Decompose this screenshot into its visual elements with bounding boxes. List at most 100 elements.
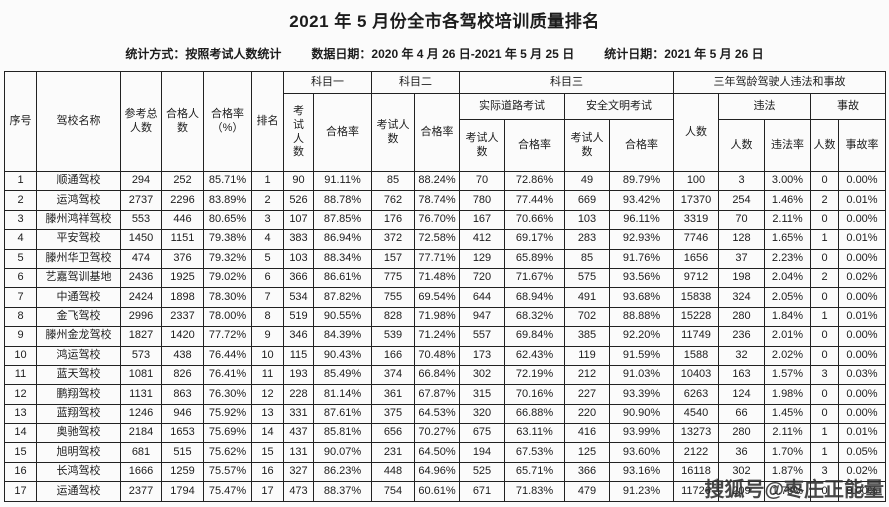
cell: 70.16%: [504, 384, 565, 405]
cell: 10: [4, 345, 37, 366]
cell: 412: [459, 229, 505, 250]
cell: 1: [251, 170, 284, 192]
cell: 236: [718, 326, 765, 347]
cell: 1450: [120, 229, 162, 250]
cell: 92.20%: [609, 326, 674, 347]
col-header-total-participants: 参考总人数: [120, 71, 162, 172]
cell: 3: [4, 209, 37, 231]
cell: 198: [718, 267, 765, 289]
cell: 2424: [120, 287, 162, 308]
page-title: 2021 年 5 月份全市各驾校培训质量排名: [289, 12, 600, 31]
cell: 32: [718, 345, 765, 366]
cell: 78.74%: [414, 190, 460, 211]
cell: 67.87%: [414, 384, 460, 405]
cell: 1: [810, 442, 839, 463]
cell: 167: [459, 209, 505, 231]
cell: 1259: [161, 461, 204, 483]
cell: 0.01%: [838, 423, 886, 444]
cell: 75.92%: [203, 403, 252, 425]
group-header-subject1: 科目一: [283, 71, 372, 94]
cell: 0: [810, 326, 839, 347]
cell: 16: [4, 461, 37, 483]
cell: 446: [161, 209, 204, 231]
cell: 91.76%: [609, 248, 674, 269]
cell: 327: [283, 461, 314, 483]
cell: 65.71%: [504, 461, 565, 483]
col-header-s1-exam-count: 考试人数: [283, 93, 314, 172]
cell: 15: [251, 442, 284, 463]
cell: 91.23%: [609, 481, 674, 502]
cell: 88.37%: [313, 481, 372, 502]
cell: 1.45%: [764, 403, 811, 425]
cell: 320: [459, 403, 505, 425]
cell: 0.01%: [838, 306, 886, 328]
cell: 71.98%: [414, 306, 460, 328]
cell: 553: [120, 209, 162, 231]
cell: 奥驰驾校: [36, 423, 121, 444]
table-row: 13 蓝翔驾校 1246 946 75.92% 13 331 87.61% 375 64.53% 3…: [4, 403, 886, 425]
cell: 蓝翔驾校: [36, 403, 121, 425]
cell: 0: [810, 170, 839, 192]
cell: 10: [251, 345, 284, 366]
cell: 93.60%: [609, 442, 674, 463]
cell: 5: [251, 248, 284, 269]
cell: 蓝天驾校: [36, 364, 121, 386]
col-header-pass-count: 合格人数: [161, 71, 204, 172]
cell: 324: [718, 287, 765, 308]
cell: 88.88%: [609, 306, 674, 328]
cell: 93.68%: [609, 287, 674, 308]
cell: 90.90%: [609, 403, 674, 425]
cell: 76.30%: [203, 384, 252, 405]
cell: 71.48%: [414, 267, 460, 289]
cell: 2.02%: [764, 345, 811, 366]
cell: 66: [718, 403, 765, 425]
cell: 1131: [120, 384, 162, 405]
cell: 3: [810, 364, 839, 386]
cell: 5: [4, 248, 37, 269]
cell: 92.93%: [609, 229, 674, 250]
table-body: 1 顺通驾校 294 252 85.71% 1 90 91.11% 85 88.24% 70 72.8…: [4, 170, 886, 502]
cell: 669: [564, 190, 610, 211]
cell: 173: [459, 345, 505, 366]
cell: 16: [251, 461, 284, 483]
cell: 1653: [161, 423, 204, 444]
table-row: 1 顺通驾校 294 252 85.71% 1 90 91.11% 85 88.24% 70 72.8…: [4, 170, 886, 192]
cell: 69.17%: [504, 229, 565, 250]
cell: 17370: [673, 190, 719, 211]
cell: 0.00%: [838, 248, 886, 269]
cell: 9: [4, 326, 37, 347]
cell: 85.71%: [203, 170, 252, 192]
cell: 228: [283, 384, 314, 405]
col-header-violation-rate: 违法率: [764, 119, 811, 172]
cell: 315: [459, 384, 505, 405]
cell: 72.19%: [504, 364, 565, 386]
cell: 70: [459, 170, 505, 192]
cell: 79.38%: [203, 229, 252, 250]
cell: 75.47%: [203, 481, 252, 502]
cell: 947: [459, 306, 505, 328]
cell: 681: [120, 442, 162, 463]
col-header-accident-rate: 事故率: [838, 119, 886, 172]
cell: 385: [564, 326, 610, 347]
cell: 2: [810, 267, 839, 289]
cell: 9: [251, 326, 284, 347]
cell: 1794: [161, 481, 204, 502]
table-row: 3 滕州鸿祥驾校 553 446 80.65% 3 107 87.85% 176 76.70% 16…: [4, 209, 886, 231]
cell: 163: [718, 364, 765, 386]
cell: 78.30%: [203, 287, 252, 308]
col-header-s2-exam-count: 考试人数: [371, 93, 415, 172]
cell: 2377: [120, 481, 162, 502]
cell: 157: [371, 248, 415, 269]
cell: 75.57%: [203, 461, 252, 483]
cell: 91.03%: [609, 364, 674, 386]
cell: 557: [459, 326, 505, 347]
cell: 9712: [673, 267, 719, 289]
ranking-table: 序号 驾校名称 参考总人数 合格人数 合格率（%） 排名 科目一 科目二 科目三…: [4, 71, 886, 502]
table-row: 11 蓝天驾校 1081 826 76.41% 11 193 85.49% 374 66.84% 3…: [4, 364, 886, 386]
table-row: 9 滕州金龙驾校 1827 1420 77.72% 9 346 84.39% 539 71.24%…: [4, 326, 886, 347]
cell: 3: [251, 209, 284, 231]
cell: 36: [718, 442, 765, 463]
cell: 193: [283, 364, 314, 386]
cell: 1: [810, 229, 839, 250]
cell: 366: [283, 267, 314, 289]
